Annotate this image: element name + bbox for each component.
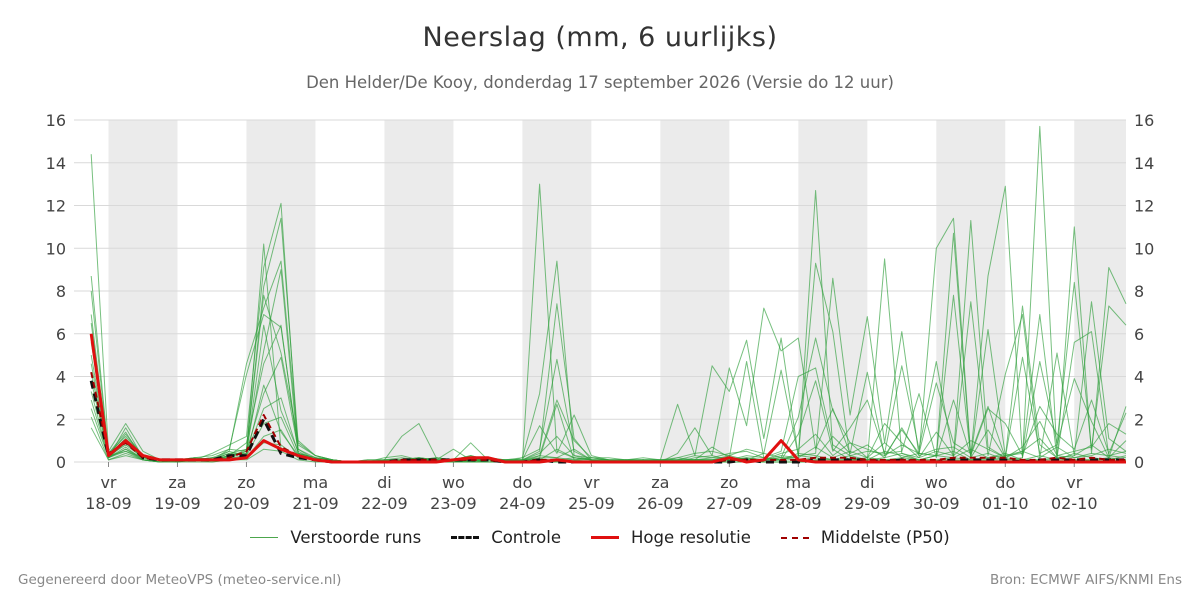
chart-subtitle: Den Helder/De Kooy, donderdag 17 septemb…	[306, 73, 894, 92]
hres-series-line	[89, 333, 1126, 464]
main-series-lines	[89, 333, 1126, 464]
legend-label-control: Controle	[491, 528, 561, 547]
x-tick-date-1: 19-09	[154, 494, 201, 513]
legend-swatch-ensemble	[250, 537, 279, 538]
legend-item-p50: Middelste (P50)	[780, 528, 950, 547]
legend-item-hres: Hoge resolutie	[590, 528, 751, 547]
footer-source: Bron: ECMWF AIFS/KNMI Ens	[989, 572, 1182, 588]
x-tick-date-11: 29-09	[844, 494, 891, 513]
legend-swatch-hres	[590, 536, 619, 539]
x-tick-day-11: di	[860, 473, 875, 492]
x-tick-day-9: zo	[720, 473, 738, 492]
y-axis-left: 0 2 4 6 8 10 12 14 16	[46, 111, 66, 472]
x-tick-date-10: 28-09	[775, 494, 822, 513]
y-tick-right-8: 8	[1134, 282, 1144, 301]
chart-title: Neerslag (mm, 6 uurlijks)	[422, 22, 778, 53]
x-tick-date-5: 23-09	[430, 494, 477, 513]
x-tick-date-2: 20-09	[223, 494, 270, 513]
x-tick-date-4: 22-09	[361, 494, 408, 513]
x-tick-date-14: 02-10	[1051, 494, 1098, 513]
legend-swatch-control	[451, 536, 480, 539]
x-tick-day-12: wo	[925, 473, 948, 492]
control-series-line	[89, 380, 1126, 464]
x-tick-date-13: 01-10	[982, 494, 1029, 513]
y-tick-left-8: 8	[56, 282, 66, 301]
y-tick-left-2: 2	[56, 410, 66, 429]
x-tick-date-3: 21-09	[292, 494, 339, 513]
x-axis: vr 18-09 za 19-09 zo 20-09 ma 21-09 di 22-09 wo 23-…	[85, 462, 1098, 513]
x-tick-day-1: za	[168, 473, 186, 492]
x-tick-day-5: wo	[442, 473, 465, 492]
x-tick-day-3: ma	[303, 473, 328, 492]
y-tick-left-16: 16	[46, 111, 66, 130]
x-tick-day-14: vr	[1066, 473, 1082, 492]
x-tick-day-8: za	[651, 473, 669, 492]
legend-label-ensemble: Verstoorde runs	[290, 528, 422, 547]
y-tick-right-12: 12	[1134, 197, 1154, 216]
x-tick-day-6: do	[512, 473, 532, 492]
legend-item-ensemble: Verstoorde runs	[250, 528, 421, 547]
legend-swatch-p50	[780, 536, 809, 539]
p50-series-line	[90, 371, 1126, 463]
y-tick-left-10: 10	[46, 239, 66, 258]
y-tick-right-4: 4	[1134, 368, 1144, 387]
x-tick-date-12: 30-09	[913, 494, 960, 513]
legend-item-control: Controle	[451, 528, 561, 547]
chart-legend: Verstoorde runs Controle Hoge resolutie …	[0, 528, 1200, 547]
x-tick-day-7: vr	[583, 473, 599, 492]
y-tick-left-12: 12	[46, 197, 66, 216]
x-tick-date-0: 18-09	[85, 494, 132, 513]
x-tick-day-0: vr	[100, 473, 116, 492]
y-axis-right: 0 2 4 6 8 10 12 14 16	[1134, 111, 1154, 472]
y-tick-left-0: 0	[56, 453, 66, 472]
x-tick-date-7: 25-09	[568, 494, 615, 513]
x-tick-day-2: zo	[237, 473, 255, 492]
x-tick-date-6: 24-09	[499, 494, 546, 513]
y-tick-right-14: 14	[1134, 154, 1154, 173]
y-tick-right-16: 16	[1134, 111, 1154, 130]
footer-generated-by: Gegenereerd door MeteoVPS (meteo-service…	[18, 572, 342, 588]
x-tick-day-10: ma	[786, 473, 811, 492]
y-tick-left-6: 6	[56, 325, 66, 344]
x-tick-date-9: 27-09	[706, 494, 753, 513]
x-tick-day-13: do	[995, 473, 1015, 492]
legend-label-p50: Middelste (P50)	[820, 528, 950, 547]
y-tick-right-0: 0	[1134, 453, 1144, 472]
y-tick-right-10: 10	[1134, 239, 1154, 258]
y-tick-right-6: 6	[1134, 325, 1144, 344]
x-tick-date-8: 26-09	[637, 494, 684, 513]
x-tick-day-4: di	[377, 473, 392, 492]
y-tick-right-2: 2	[1134, 410, 1144, 429]
legend-label-hres: Hoge resolutie	[630, 528, 751, 547]
y-tick-left-4: 4	[56, 368, 66, 387]
ensemble-member-line-6	[90, 294, 1127, 463]
y-tick-left-14: 14	[46, 154, 66, 173]
